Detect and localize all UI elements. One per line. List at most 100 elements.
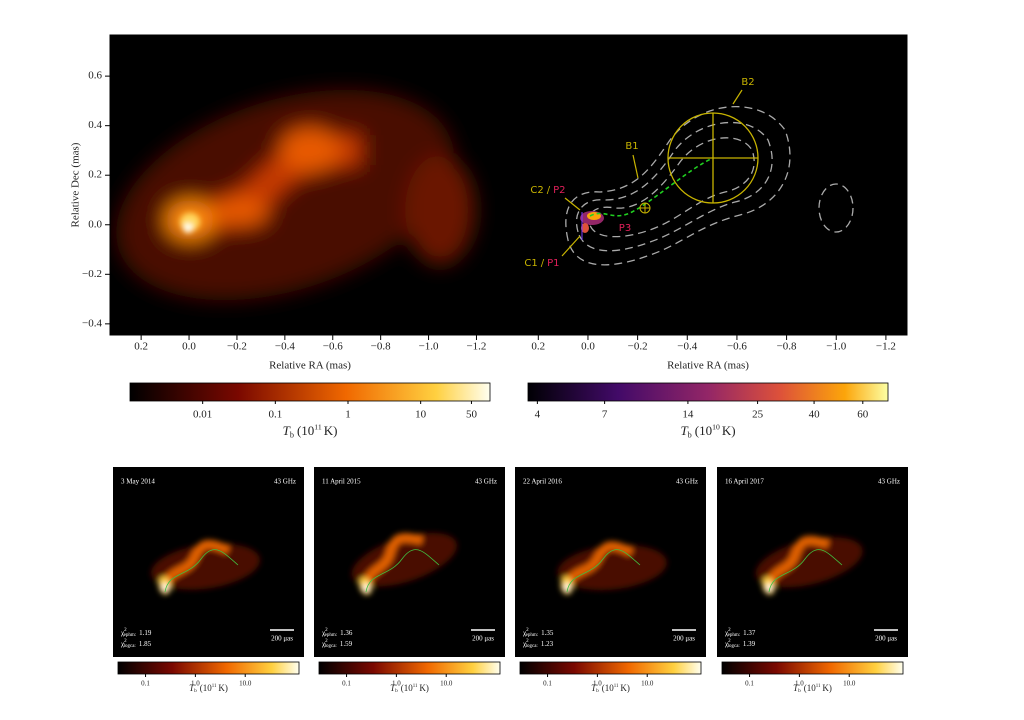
symbol: χ bbox=[322, 629, 326, 637]
symbol: T bbox=[793, 683, 799, 693]
y-axis-label: Relative Dec (mas) bbox=[70, 142, 82, 227]
power: 2 bbox=[728, 628, 731, 633]
annotation-part: C2 bbox=[530, 185, 543, 196]
scale-label: 200 μas bbox=[875, 635, 897, 643]
colorbar bbox=[117, 661, 300, 675]
colorbar-tick-label: 1.0 bbox=[795, 680, 804, 688]
symbol: χ bbox=[523, 640, 527, 648]
unit: K) bbox=[419, 683, 429, 693]
colorbar-tick-label: 1.0 bbox=[191, 680, 200, 688]
unit: (10 bbox=[602, 683, 614, 693]
colorbar bbox=[318, 661, 501, 675]
colorbar-tick-label: 60 bbox=[857, 409, 869, 421]
annotation-sep: / bbox=[547, 185, 551, 196]
exponent: 11 bbox=[212, 684, 217, 689]
fit-statistic: χ2 logca: 1.85 bbox=[121, 639, 152, 649]
jet bbox=[560, 541, 634, 592]
fit-name: logca: bbox=[526, 644, 538, 649]
symbol: χ bbox=[121, 640, 125, 648]
colorbar-tick-label: 0.1 bbox=[141, 680, 150, 688]
fit-name: logca: bbox=[728, 644, 740, 649]
brightness-map bbox=[115, 89, 475, 301]
epoch-band: 43 GHz bbox=[274, 478, 296, 486]
epoch-date: 11 April 2015 bbox=[322, 478, 361, 486]
annotation: B1 bbox=[625, 141, 638, 152]
epoch-date: 3 May 2014 bbox=[121, 478, 155, 486]
fit-statistic: χ2 ephm: 1.36 bbox=[322, 628, 353, 638]
fit-name: logca: bbox=[124, 644, 136, 649]
colorbar-tick-label: 10.0 bbox=[440, 680, 453, 688]
colorbar-tick-label: 40 bbox=[809, 409, 821, 421]
subscript: b bbox=[688, 430, 692, 439]
annotation-part: P1 bbox=[547, 258, 559, 269]
annotation-sep: / bbox=[541, 258, 545, 269]
scale-label: 200 μas bbox=[673, 635, 695, 643]
colorbar bbox=[721, 661, 904, 675]
power: 2 bbox=[728, 639, 731, 644]
colorbar-tick-label: 25 bbox=[752, 409, 764, 421]
x-tick-label: −0.8 bbox=[777, 341, 797, 353]
fit-value: 1.59 bbox=[340, 640, 353, 648]
x-axis-label: Relative RA (mas) bbox=[269, 360, 351, 372]
colorbar-tick-label: 14 bbox=[682, 409, 694, 421]
glow bbox=[150, 543, 261, 590]
annotation-arrows bbox=[561, 89, 743, 257]
colorbar bbox=[519, 661, 702, 675]
fit-value: 1.36 bbox=[340, 629, 353, 637]
annotation-part: P2 bbox=[553, 185, 565, 196]
y-tick-label: −0.4 bbox=[82, 317, 102, 329]
colorbar-tick-label: 0.1 bbox=[543, 680, 552, 688]
jet bbox=[360, 533, 424, 592]
annotation: P3 bbox=[619, 223, 631, 234]
epoch-date: 16 April 2017 bbox=[725, 478, 764, 486]
symbol: T bbox=[283, 423, 291, 438]
fit-statistic: χ2 ephm: 1.19 bbox=[121, 628, 152, 638]
jet bbox=[763, 535, 830, 592]
unit: K) bbox=[218, 683, 228, 693]
fit-statistic: χ2 logca: 1.39 bbox=[725, 639, 756, 649]
x-tick-label: −1.2 bbox=[876, 341, 896, 353]
y-tick-label: 0.6 bbox=[88, 70, 102, 82]
colorbar-label: Tb (1011 K) bbox=[189, 683, 228, 694]
colorbar-tick-label: 10 bbox=[415, 409, 427, 421]
fit-statistic: χ2 ephm: 1.37 bbox=[725, 628, 756, 638]
exponent: 11 bbox=[614, 684, 619, 689]
colorbar-tick-label: 0.01 bbox=[193, 409, 212, 421]
subscript: b bbox=[290, 430, 294, 439]
power: 2 bbox=[325, 639, 328, 644]
fit-name: ephm: bbox=[124, 633, 137, 638]
colorbar-tick-label: 7 bbox=[602, 409, 608, 421]
fit-name: ephm: bbox=[526, 633, 539, 638]
subscript: b bbox=[798, 688, 801, 694]
glow bbox=[557, 544, 667, 591]
fit-name: ephm: bbox=[728, 633, 741, 638]
jet-ridge bbox=[566, 549, 641, 593]
colorbar-tick-label: 4 bbox=[535, 409, 541, 421]
epoch-band: 43 GHz bbox=[878, 478, 900, 486]
colorbar-label: Tb (1011 K) bbox=[390, 683, 429, 694]
annotation: C1 /P1 bbox=[524, 258, 559, 269]
brightness-map bbox=[557, 541, 667, 595]
colorbar bbox=[527, 382, 889, 402]
unit: (10 bbox=[200, 683, 212, 693]
exponent: 11 bbox=[413, 684, 418, 689]
symbol: χ bbox=[725, 629, 729, 637]
unit: (10 bbox=[297, 423, 314, 438]
exponent: 10 bbox=[712, 422, 720, 431]
power: 2 bbox=[526, 628, 529, 633]
brightness-map bbox=[150, 539, 261, 595]
contours bbox=[565, 105, 854, 266]
colorbar-label: Tb (1010 K) bbox=[680, 422, 735, 439]
x-axis-label: Relative RA (mas) bbox=[667, 360, 749, 372]
component-marker bbox=[639, 202, 651, 214]
colorbar-tick-label: 0.1 bbox=[342, 680, 351, 688]
fit-value: 1.19 bbox=[139, 629, 152, 637]
x-tick-label: −0.8 bbox=[371, 341, 391, 353]
fit-value: 1.23 bbox=[541, 640, 554, 648]
x-tick-label: −0.4 bbox=[677, 341, 697, 353]
symbol: T bbox=[680, 423, 688, 438]
symbol: χ bbox=[121, 629, 125, 637]
fit-statistic: χ2 logca: 1.23 bbox=[523, 639, 554, 649]
y-tick-label: 0.4 bbox=[88, 119, 102, 131]
